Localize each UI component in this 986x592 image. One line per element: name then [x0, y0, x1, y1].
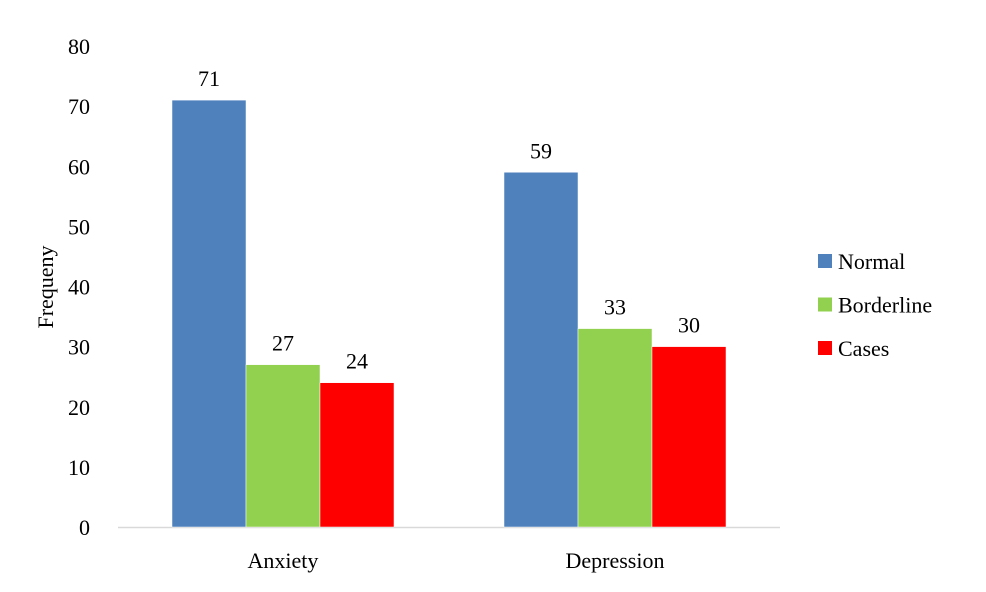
data-label: 59: [530, 138, 552, 163]
x-tick-label: Depression: [566, 548, 665, 573]
bar-borderline-depression: [577, 328, 653, 528]
y-tick-label: 10: [68, 455, 90, 480]
y-tick-label: 70: [68, 94, 90, 119]
legend: Normal Borderline Cases: [818, 249, 932, 361]
legend-swatch: [818, 254, 832, 268]
legend-swatch: [818, 297, 832, 312]
y-axis-label: Frequeny: [33, 245, 58, 328]
legend-label: Cases: [838, 336, 889, 361]
y-tick-label: 30: [68, 335, 90, 360]
x-axis-ticks: Anxiety Depression: [248, 548, 665, 573]
data-label: 24: [346, 349, 368, 374]
bar-cases-depression: [651, 346, 727, 528]
legend-item-cases: Cases: [818, 336, 889, 361]
data-label: 27: [272, 331, 294, 356]
bar-borderline-anxiety: [245, 364, 321, 528]
bars: 71 27 24 59 33 30: [171, 66, 727, 528]
bar-normal-anxiety: [171, 99, 247, 528]
y-tick-label: 0: [79, 515, 90, 540]
data-label: 71: [198, 66, 220, 91]
data-label: 30: [678, 313, 700, 338]
x-tick-label: Anxiety: [248, 548, 319, 573]
data-label: 33: [604, 295, 626, 320]
bar-cases-anxiety: [319, 382, 395, 528]
legend-swatch: [818, 341, 832, 355]
y-tick-label: 60: [68, 154, 90, 179]
bar-normal-depression: [503, 172, 579, 528]
legend-item-normal: Normal: [818, 249, 905, 274]
y-tick-label: 80: [68, 34, 90, 59]
y-axis-ticks: 0 10 20 30 40 50 60 70 80: [68, 34, 90, 540]
y-tick-label: 50: [68, 214, 90, 239]
legend-item-borderline: Borderline: [818, 293, 932, 318]
y-tick-label: 20: [68, 395, 90, 420]
legend-label: Borderline: [838, 293, 932, 318]
y-tick-label: 40: [68, 275, 90, 300]
legend-label: Normal: [838, 249, 905, 274]
